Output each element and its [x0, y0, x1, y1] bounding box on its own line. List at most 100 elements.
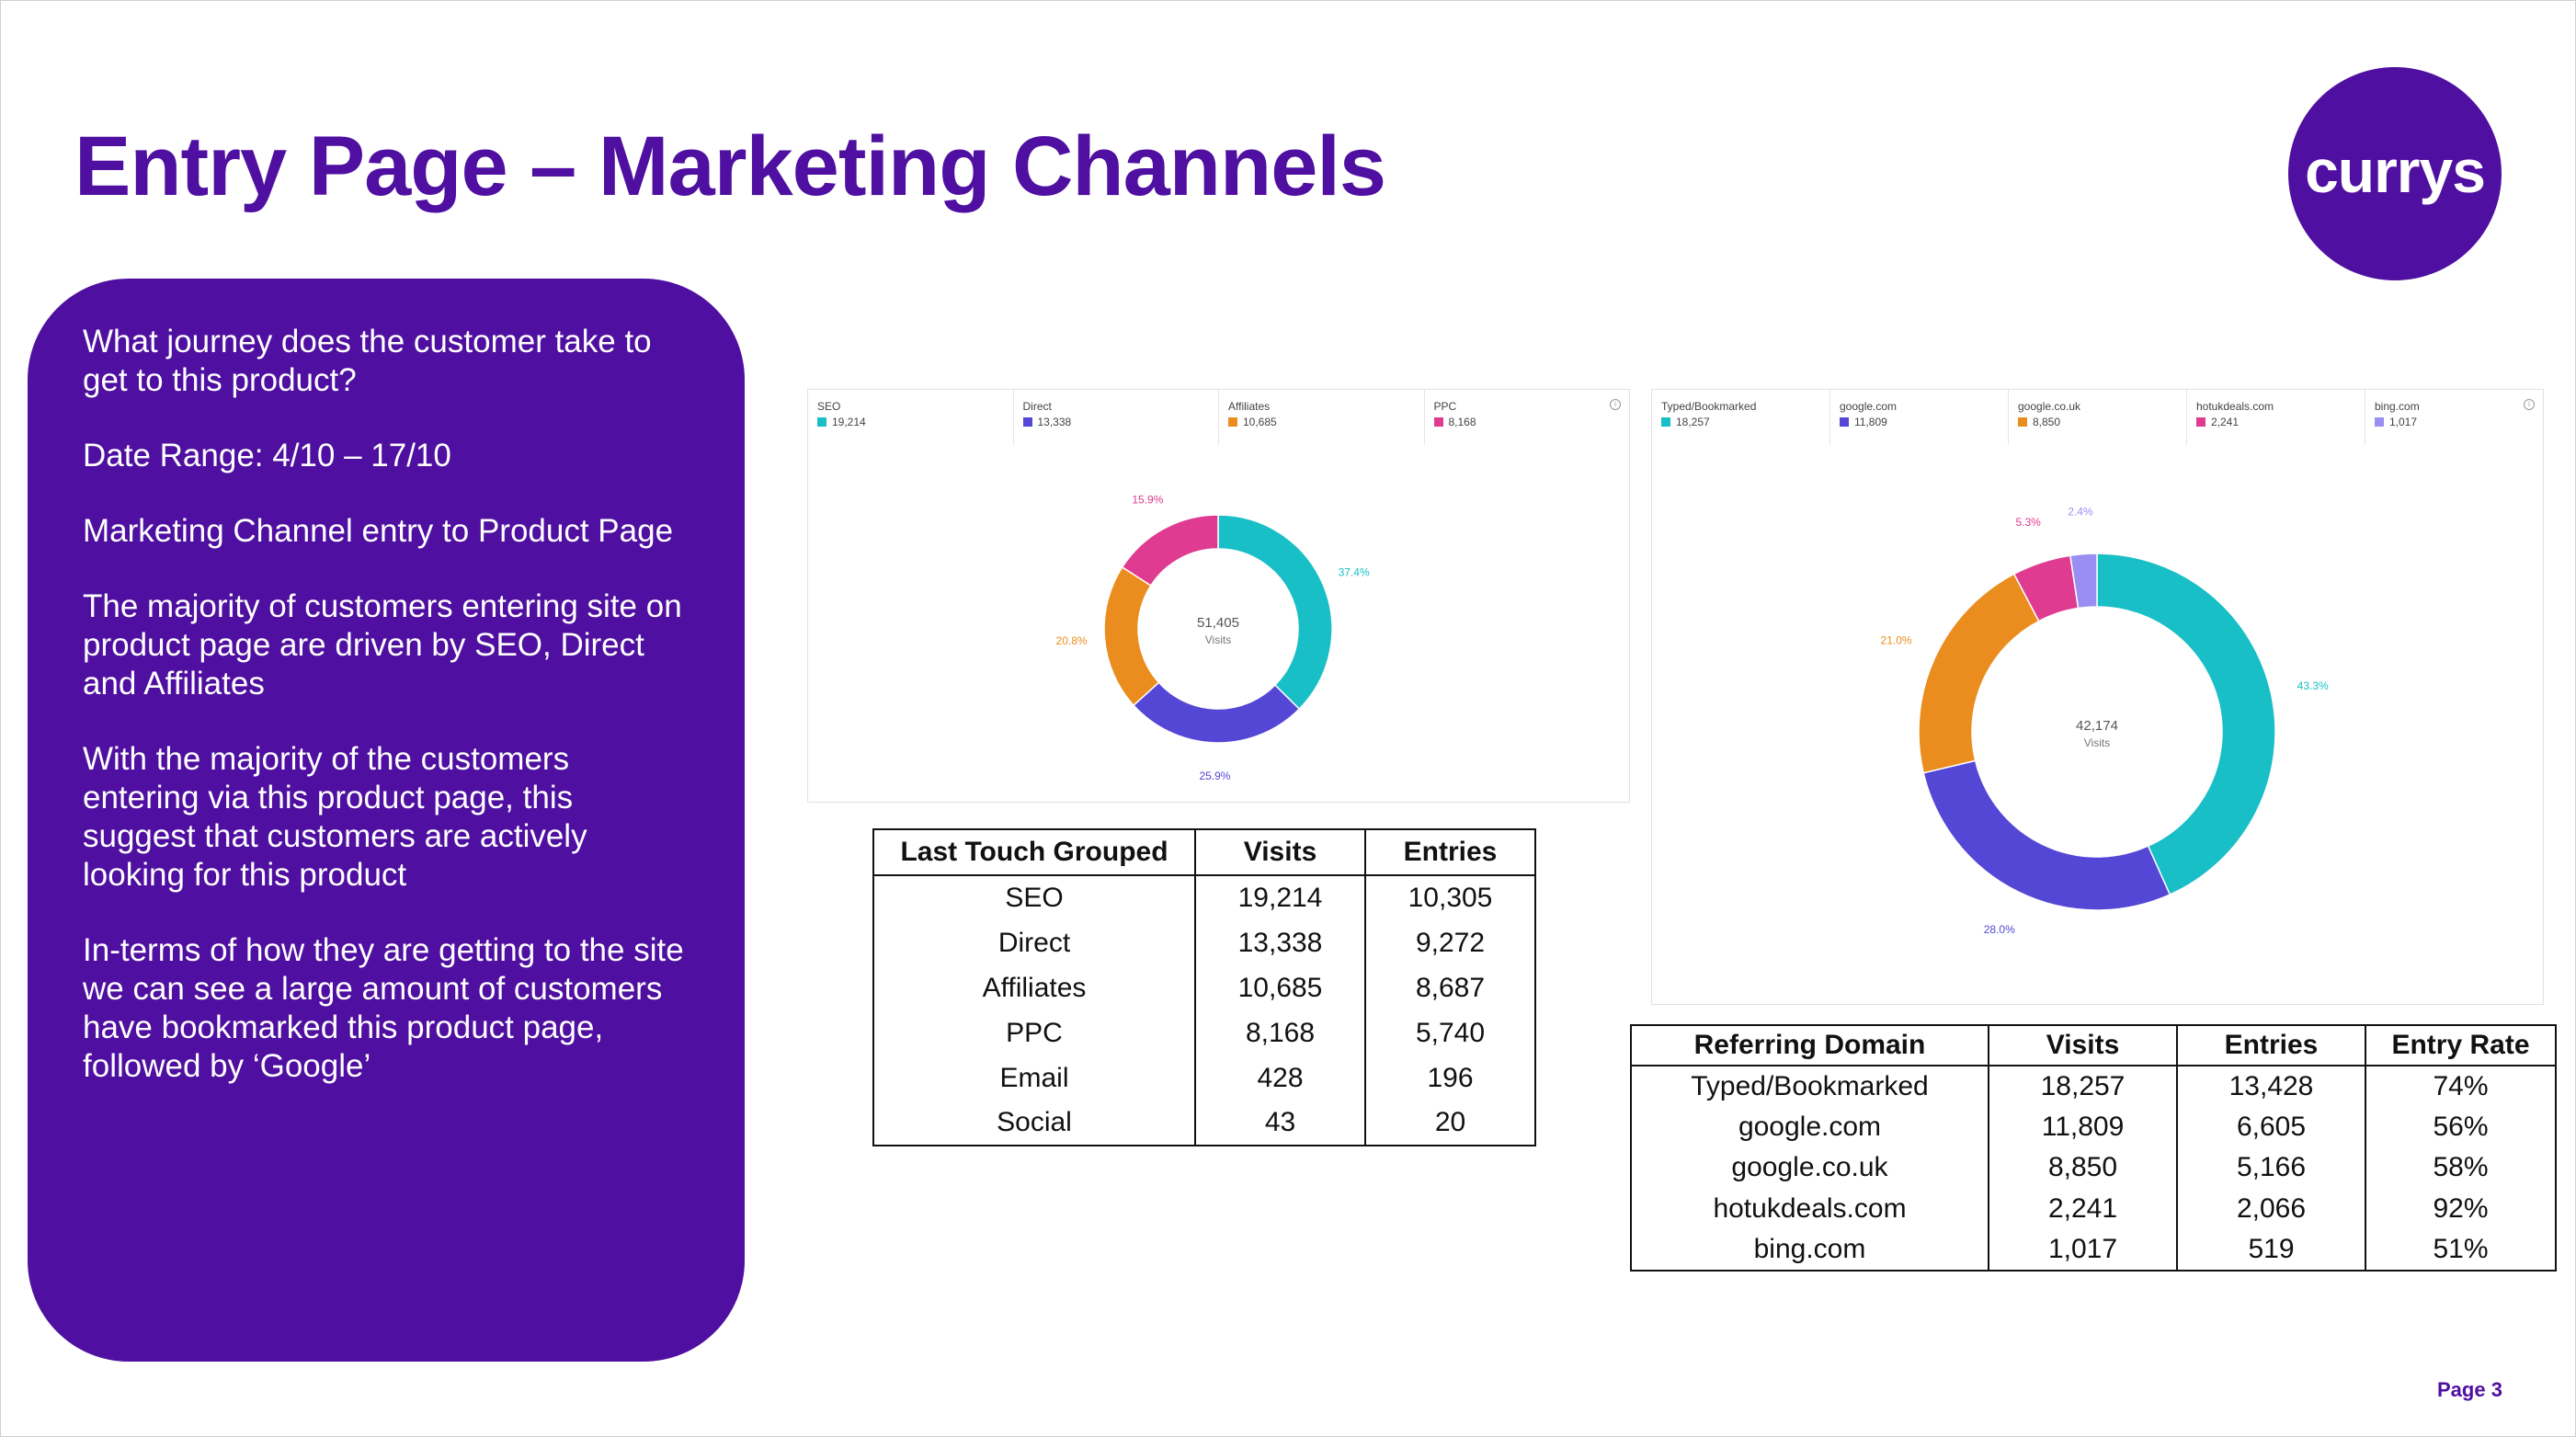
donut-slice-google-co-uk[interactable]: [1918, 573, 2040, 774]
table-cell: SEO: [872, 875, 1196, 920]
legend-value: 13,338: [1022, 414, 1219, 430]
legend-item[interactable]: google.co.uk 8,850: [2008, 390, 2186, 445]
insight-bookmarked: In-terms of how they are getting to the …: [83, 932, 684, 1084]
legend-swatch: [1022, 417, 1032, 427]
table-cell: 196: [1364, 1055, 1536, 1101]
slice-percent-label: 21.0%: [1881, 634, 1912, 647]
logo-text: currys: [2305, 137, 2486, 205]
table-row: Email 428 196: [872, 1055, 1536, 1101]
slice-percent-label: 2.4%: [2068, 506, 2093, 519]
table-cell: 11,809: [1988, 1106, 2178, 1147]
legend-value: 2,241: [2196, 414, 2365, 430]
table-cell: Email: [872, 1055, 1196, 1101]
table-cell: hotukdeals.com: [1630, 1188, 1989, 1229]
channel-donut-chart: 37.4% 25.9% 20.8% 15.9% 51,405 Visits: [1056, 494, 1370, 782]
legend-value-text: 1,017: [2389, 416, 2418, 428]
insight-active-looking: With the majority of the customers enter…: [83, 741, 587, 893]
table-cell: Affiliates: [872, 965, 1196, 1010]
legend-name: google.co.uk: [2018, 400, 2081, 413]
legend-item[interactable]: PPC 8,168: [1423, 390, 1630, 445]
table-cell: 56%: [2365, 1106, 2557, 1147]
table-cell: 51%: [2365, 1229, 2557, 1272]
legend-item[interactable]: SEO 19,214: [808, 390, 1013, 445]
table-cell: google.com: [1630, 1106, 1989, 1147]
channel-legend: SEO 19,214 Direct 13,338 Affiliates 10,685 PPC…: [808, 390, 1629, 445]
legend-item[interactable]: Typed/Bookmarked 18,257: [1652, 390, 1829, 445]
referring-domain-table: Referring Domain Visits Entries Entry Rate …: [1630, 1024, 2557, 1272]
donut-slice-typed-bookmarked[interactable]: [2096, 553, 2276, 896]
currys-logo: currys: [2288, 67, 2502, 280]
legend-value-text: 2,241: [2211, 416, 2240, 428]
legend-swatch: [1661, 417, 1670, 427]
table-cell: bing.com: [1630, 1229, 1989, 1272]
legend-value-text: 13,338: [1037, 416, 1072, 428]
donut-center-label: Visits: [1205, 633, 1231, 646]
info-icon[interactable]: i: [1610, 399, 1621, 410]
table-cell: Typed/Bookmarked: [1630, 1066, 1989, 1107]
table-cell: 13,428: [2176, 1066, 2366, 1107]
table-row: hotukdeals.com 2,241 2,066 92%: [1630, 1188, 2557, 1229]
table-cell: Direct: [872, 920, 1196, 965]
legend-item[interactable]: google.com 11,809: [1829, 390, 2008, 445]
legend-name: bing.com: [2375, 400, 2420, 413]
table-cell: 428: [1194, 1055, 1366, 1101]
donut-slice-affiliates[interactable]: [1103, 565, 1160, 707]
table-row: Affiliates 10,685 8,687: [872, 965, 1536, 1010]
insights-panel: What journey does the customer take to g…: [28, 279, 745, 1362]
donut-slice-ppc[interactable]: [1121, 514, 1219, 587]
table-cell: 5,166: [2176, 1147, 2366, 1189]
legend-value-text: 18,257: [1676, 416, 1710, 428]
legend-value-text: 8,850: [2033, 416, 2061, 428]
legend-name: SEO: [817, 400, 841, 413]
info-icon[interactable]: i: [2524, 399, 2535, 410]
donut-slice-google-com[interactable]: [1922, 759, 2171, 911]
table-cell: 13,338: [1194, 920, 1366, 965]
table-row: SEO 19,214 10,305: [872, 875, 1536, 920]
table-cell: 5,740: [1364, 1010, 1536, 1055]
table-cell: 18,257: [1988, 1066, 2178, 1107]
column-header: Last Touch Grouped: [872, 828, 1196, 876]
legend-value-text: 19,214: [832, 416, 866, 428]
legend-value: 11,809: [1840, 414, 2008, 430]
column-header: Visits: [1194, 828, 1366, 876]
table-row: Direct 13,338 9,272: [872, 920, 1536, 965]
legend-swatch: [2375, 417, 2384, 427]
last-touch-table: Last Touch Grouped Visits Entries SEO 19,21…: [872, 828, 1536, 1146]
table-cell: Social: [872, 1101, 1196, 1146]
donut-slice-direct[interactable]: [1132, 681, 1301, 744]
table-cell: 10,305: [1364, 875, 1536, 920]
domain-donut-chart: 43.3% 28.0% 21.0% 5.3% 2.4% 42,174 Visits: [1881, 506, 2329, 937]
domain-donut-card: Typed/Bookmarked 18,257 google.com 11,809 go…: [1651, 389, 2544, 1005]
insight-question: What journey does the customer take to g…: [83, 324, 652, 398]
legend-item[interactable]: hotukdeals.com 2,241: [2186, 390, 2365, 445]
legend-swatch: [2018, 417, 2027, 427]
table-row: Typed/Bookmarked 18,257 13,428 74%: [1630, 1066, 2557, 1107]
donut-center-label: Visits: [2084, 736, 2110, 749]
donut-slice-seo[interactable]: [1217, 514, 1333, 711]
legend-value: 18,257: [1661, 414, 1829, 430]
table-cell: 8,168: [1194, 1010, 1366, 1055]
page-title: Entry Page – Marketing Channels: [74, 120, 1386, 213]
legend-swatch: [817, 417, 826, 427]
legend-item[interactable]: Direct 13,338: [1012, 390, 1219, 445]
donut-slice-bing-com[interactable]: [2069, 553, 2098, 610]
table-row: Social 43 20: [872, 1101, 1536, 1146]
table-row: bing.com 1,017 519 51%: [1630, 1229, 2557, 1272]
column-header: Visits: [1988, 1024, 2178, 1066]
legend-value: 10,685: [1228, 414, 1424, 430]
legend-name: Affiliates: [1228, 400, 1271, 413]
table-row: google.co.uk 8,850 5,166 58%: [1630, 1147, 2557, 1189]
table-cell: 519: [2176, 1229, 2366, 1272]
legend-item[interactable]: bing.com 1,017: [2365, 390, 2543, 445]
legend-value: 8,850: [2018, 414, 2186, 430]
table-cell: 43: [1194, 1101, 1366, 1146]
table-cell: 2,066: [2176, 1188, 2366, 1229]
column-header: Entry Rate: [2365, 1024, 2557, 1066]
legend-item[interactable]: Affiliates 10,685: [1218, 390, 1424, 445]
legend-value-text: 10,685: [1243, 416, 1277, 428]
table-row: PPC 8,168 5,740: [872, 1010, 1536, 1055]
insight-date-range: Date Range: 4/10 – 17/10: [83, 438, 451, 473]
slice-percent-label: 5.3%: [2015, 516, 2041, 529]
domain-legend: Typed/Bookmarked 18,257 google.com 11,809 go…: [1652, 390, 2543, 445]
